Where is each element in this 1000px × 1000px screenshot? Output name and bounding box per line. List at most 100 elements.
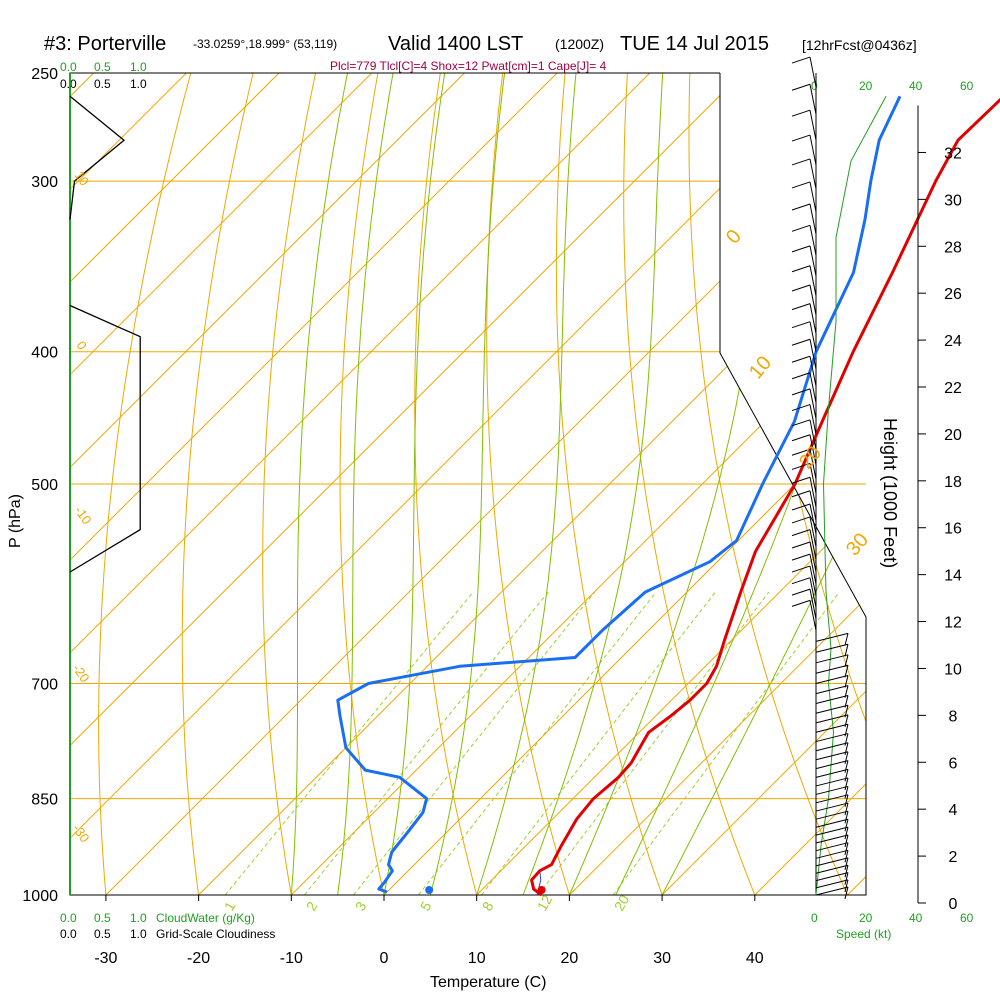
wind-barb-shaft <box>815 643 849 653</box>
isotherm-label: 30 <box>842 529 873 560</box>
wind-barb-shaft <box>809 463 817 494</box>
wind-barb <box>791 503 817 535</box>
wind-barb <box>791 404 817 435</box>
valid-zulu: (1200Z) <box>555 36 604 52</box>
cloud-scale-top2-0: 0.0 <box>60 77 77 91</box>
isotherm-line <box>70 73 465 469</box>
dry-adiabat-label: -30 <box>70 821 93 845</box>
height-tick-label: 6 <box>949 755 958 772</box>
x-tick-label: -10 <box>280 950 303 967</box>
wind-barb-shaft <box>809 265 817 296</box>
cloud-scale-top2-1: 0.5 <box>94 77 111 91</box>
wind-barb-shaft <box>815 777 849 787</box>
wind-barb-flag <box>791 284 811 292</box>
moist-adiabat-line <box>661 781 720 895</box>
wind-barb <box>815 864 849 878</box>
wind-barb <box>791 338 817 370</box>
wind-barb-shaft <box>815 785 849 795</box>
wind-barb-flag <box>791 541 811 549</box>
wind-barb-shaft <box>815 794 849 804</box>
cloud-scale-top: 0.0 0.5 1.0 0.0 0.5 1.0 <box>60 60 147 91</box>
wind-barb-shaft <box>809 56 817 88</box>
cloud-scale-top2-2: 1.0 <box>130 77 147 91</box>
wind-barb <box>815 760 849 773</box>
wind-barb-flag <box>844 751 849 764</box>
pressure-tick-label: 300 <box>31 174 58 191</box>
dry-adiabat-line <box>720 353 756 895</box>
mixing-ratio-line <box>612 750 720 895</box>
wind-barb-shaft <box>809 529 817 560</box>
wind-barb-flag <box>791 516 811 524</box>
mixing-ratio-line <box>481 591 716 895</box>
wind-barb <box>815 777 849 791</box>
wind-barb <box>791 388 817 419</box>
wind-barb <box>815 826 849 840</box>
wind-barb-shaft <box>809 589 817 620</box>
dry-adiabat-label: 0 <box>74 338 90 353</box>
surface-temperature-marker <box>537 886 546 894</box>
wind-barb <box>791 490 817 521</box>
wind-barb-flag <box>844 872 849 885</box>
wind-barb-flag <box>791 372 811 380</box>
wind-barb <box>815 675 849 688</box>
cloud-scale-bottom-2: 1.0 <box>130 911 147 925</box>
wind-barb-flag <box>844 857 849 870</box>
wind-barb-flag <box>844 879 849 892</box>
speed-tick-bottom-1: 20 <box>859 911 873 925</box>
wind-barb-flag <box>844 685 849 698</box>
wind-barb-shaft <box>815 695 849 704</box>
isotherm-line <box>847 353 866 895</box>
valid-time: Valid 1400 LST <box>388 33 523 55</box>
dry-adiabat-label: -20 <box>70 661 93 685</box>
wind-barb-flag <box>791 434 811 442</box>
x-tick-label: -20 <box>187 950 210 967</box>
wind-barb-shaft <box>815 886 849 896</box>
wind-barb-shaft <box>809 158 817 190</box>
height-tick-label: 8 <box>949 708 958 725</box>
wind-barb-shaft <box>809 284 817 316</box>
isotherm-line <box>720 353 866 895</box>
wind-barb-flag <box>791 338 811 346</box>
mixing-ratio-label: 12 <box>534 892 556 914</box>
wind-barb <box>815 733 849 746</box>
wind-barb <box>815 810 849 824</box>
wind-barb-shaft <box>809 565 817 597</box>
wind-barb-flag <box>791 462 811 470</box>
wind-barb-shaft <box>815 742 849 752</box>
wind-barb <box>815 695 849 708</box>
wind-barb-shaft <box>815 879 849 889</box>
wind-barb <box>815 768 849 782</box>
wind-barb-flag <box>791 109 811 117</box>
speed-tick-top-2: 40 <box>909 79 923 93</box>
wind-barb-shaft <box>809 419 817 450</box>
pressure-tick-label: 700 <box>31 677 58 694</box>
x-tick-label: -30 <box>94 950 117 967</box>
isotherm-line <box>70 73 373 376</box>
wind-barb <box>791 529 817 560</box>
wind-barb-shaft <box>815 751 849 761</box>
moist-adiabat-line <box>337 73 394 895</box>
dry-adiabat-line <box>414 73 478 895</box>
moist-adiabat-line <box>568 475 720 895</box>
wind-barb-shaft <box>815 872 849 882</box>
dry-adiabat-line <box>720 353 848 895</box>
isotherm-line <box>383 558 720 895</box>
plot-area <box>70 73 720 895</box>
wind-barb-shaft <box>815 760 849 770</box>
wind-barb-flag <box>844 811 849 824</box>
wind-barb-flag <box>791 245 811 253</box>
wind-barb <box>791 158 817 190</box>
wind-barb-shaft <box>815 685 849 695</box>
wind-barb <box>815 643 849 657</box>
mixing-ratio-line <box>304 591 549 895</box>
x-tick-label: 40 <box>746 950 764 967</box>
wind-barb-flag <box>844 654 849 667</box>
dewpoint-line <box>336 95 902 894</box>
mixing-ratio-label: 8 <box>479 899 497 914</box>
wind-barb-flag <box>844 705 849 718</box>
wind-barb <box>791 462 817 494</box>
wind-barb-flag <box>791 355 811 363</box>
wind-barb <box>791 476 817 508</box>
cloud-scale-bottom-1: 0.5 <box>94 911 111 925</box>
wind-barb-flag <box>844 850 849 863</box>
